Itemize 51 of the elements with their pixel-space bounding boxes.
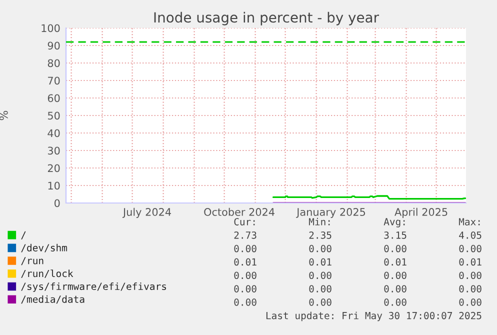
legend-label: / <box>21 231 26 240</box>
y-tick-label: 30 <box>48 146 60 155</box>
text: 0.00 <box>309 285 332 292</box>
text: Avg: <box>384 218 405 228</box>
text: 0.00 <box>234 285 256 292</box>
text: 0.00 <box>309 298 332 306</box>
y-tick-label: 0 <box>54 199 60 208</box>
legend-label: /media/data <box>21 295 84 304</box>
legend-label: /sys/firmware/efi/efivars <box>21 282 166 292</box>
text: 3.15 <box>384 231 406 239</box>
text: 4.05 <box>459 231 482 239</box>
text: 0.00 <box>234 298 256 306</box>
text: 2.73 <box>234 231 256 239</box>
text: 0.00 <box>234 272 256 280</box>
text: 0.00 <box>459 244 482 252</box>
y-tick-label: 20 <box>48 164 60 172</box>
text: 0.00 <box>459 272 482 280</box>
text: 0.00 <box>309 272 332 280</box>
x-tick-label: January 2025 <box>296 208 366 218</box>
y-tick-label: 100 <box>42 24 60 32</box>
x-tick-label: April 2025 <box>394 208 448 218</box>
text: 0.00 <box>384 285 406 292</box>
text: 0.01 <box>309 258 332 266</box>
text: Cur: <box>234 218 255 226</box>
text: 0.01 <box>459 258 482 266</box>
text: 0.00 <box>384 244 406 252</box>
y-tick-label: 80 <box>48 59 60 68</box>
legend-label: /dev/shm <box>21 244 67 252</box>
x-tick-label: July 2024 <box>122 208 171 218</box>
text: 0.00 <box>309 244 332 252</box>
text: 0.00 <box>384 298 406 306</box>
y-tick-label: 50 <box>48 112 60 120</box>
text: 0.00 <box>384 272 406 280</box>
legend-label: /run <box>21 257 44 266</box>
text: 2.35 <box>309 231 332 239</box>
text: Max: <box>458 218 480 226</box>
y-tick-label: 10 <box>48 182 60 190</box>
text: Min: <box>308 218 330 226</box>
text: Last update: Fri May 30 17:00:07 2025 <box>266 312 482 322</box>
text: 0.00 <box>459 298 482 306</box>
text: 0.00 <box>459 285 482 292</box>
chart-title: Inode usage in percent - by year <box>154 12 380 26</box>
text: 0.01 <box>384 258 406 266</box>
legend-label: /run/lock <box>21 270 74 278</box>
y-tick-label: 40 <box>48 129 60 138</box>
y-tick-label: 70 <box>48 76 60 85</box>
y-tick-label: 90 <box>48 42 60 50</box>
text: 0.00 <box>234 244 256 252</box>
text: 0.01 <box>234 258 256 266</box>
x-tick-label: October 2024 <box>204 208 274 216</box>
y-tick-label: 60 <box>48 94 60 102</box>
